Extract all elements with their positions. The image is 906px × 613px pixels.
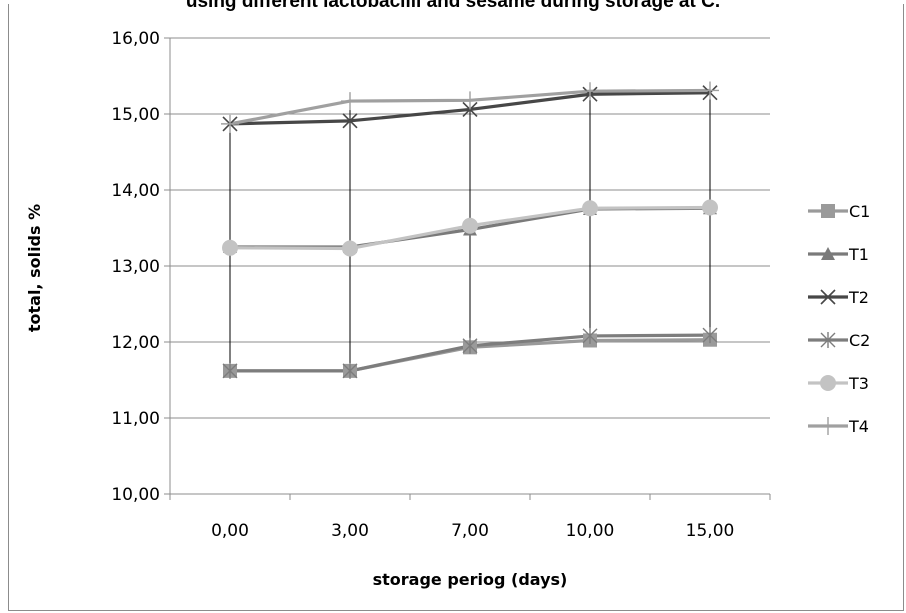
data-point-t4 [701,81,719,100]
legend-item-c1: C1 [808,202,870,221]
data-point-t3 [222,239,238,256]
x-axis-title: storage periog (days) [373,570,568,589]
series-markers [221,81,719,379]
x-tick-label: 10,00 [566,521,615,541]
legend-item-t1: T1 [808,245,869,264]
data-point-c2 [342,362,358,379]
x-tick-label: 7,00 [451,521,489,541]
data-point-t4 [221,114,239,133]
legend: C1 T1 T2 C2 T3 T4 [808,202,870,436]
legend-marker [820,332,836,348]
legend-marker [821,247,835,260]
legend-item-c2: C2 [808,331,870,350]
data-point-c2 [582,327,598,344]
data-point-c2 [462,337,478,354]
y-tick-label: 16,00 [111,29,160,49]
data-point-t3 [582,200,598,217]
x-tick-labels: 0,00 3,00 7,00 10,00 15,00 [211,521,734,541]
data-point-t4 [461,91,479,110]
legend-marker [819,417,837,435]
data-point-t4 [581,82,599,101]
x-tick-label: 3,00 [331,521,369,541]
legend-marker [820,289,836,305]
x-tick-label: 0,00 [211,521,249,541]
x-tick-label: 15,00 [686,521,735,541]
legend-item-t3: T3 [808,374,869,393]
y-tick-label: 10,00 [111,485,160,505]
data-point-t3 [342,240,358,257]
legend-label: T1 [848,245,869,264]
data-point-t2 [342,113,358,129]
legend-marker [820,375,836,391]
data-point-t2 [462,101,478,118]
legend-label: T3 [848,374,869,393]
y-axis-title: total, solids % [25,204,44,332]
y-tick-label: 15,00 [111,105,160,125]
axes [169,38,771,500]
legend-label: C2 [849,331,870,350]
legend-item-t2: T2 [808,288,869,307]
legend-item-t4: T4 [808,417,869,436]
y-tick-labels: 10,00 11,00 12,00 13,00 14,00 15,00 16,00 [111,29,160,505]
legend-label: T2 [848,288,869,307]
y-tick-label: 12,00 [111,333,160,353]
data-point-t4 [341,92,359,111]
legend-marker [821,204,835,218]
chart-title: using different lactobacilli and sesame … [185,0,721,12]
data-point-c2 [702,327,718,344]
data-point-t3 [462,217,478,234]
y-tick-label: 14,00 [111,181,160,201]
legend-label: C1 [849,202,870,221]
legend-label: T4 [848,417,869,436]
data-point-t3 [702,199,718,216]
data-point-c2 [222,362,238,379]
y-tick-label: 13,00 [111,257,160,277]
chart-frame [8,4,904,611]
y-tick-label: 11,00 [111,409,160,429]
